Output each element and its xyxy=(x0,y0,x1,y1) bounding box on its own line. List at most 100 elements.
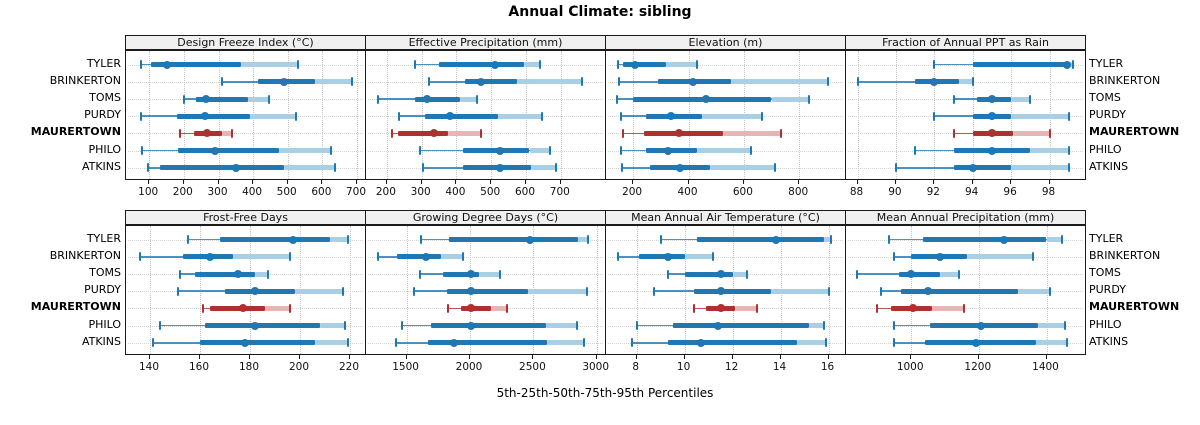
whisker-cap xyxy=(1029,94,1032,104)
percentile-band-25-75 xyxy=(195,271,255,277)
percentile-band-25-75 xyxy=(398,130,448,136)
percentile-band-75-95 xyxy=(241,62,299,68)
percentile-band-25-75 xyxy=(972,62,1069,68)
axis-tick-label: 100 xyxy=(138,186,159,198)
station-label-right-philo: PHILO xyxy=(1089,317,1122,331)
median-dot xyxy=(421,252,430,261)
whisker-cap xyxy=(289,303,291,313)
median-dot xyxy=(716,304,725,313)
median-dot xyxy=(467,287,476,296)
percentile-band-25-75 xyxy=(465,79,518,85)
median-dot xyxy=(716,270,725,278)
percentile-band-25-75 xyxy=(205,323,320,329)
whisker-cap xyxy=(1065,338,1068,348)
gridline xyxy=(200,226,201,354)
station-label-right-philo: PHILO xyxy=(1089,142,1122,156)
axis-tick-label: 140 xyxy=(138,361,160,373)
percentile-band-75-95 xyxy=(696,148,751,154)
median-dot xyxy=(241,338,249,347)
median-dot xyxy=(630,60,639,69)
axis-tick xyxy=(455,180,457,184)
row-guide xyxy=(128,133,363,135)
axis-tick-label: 200 xyxy=(622,186,643,198)
panel-mean-annual-air-temperature-c xyxy=(605,225,846,355)
percentile-band-25-75 xyxy=(684,271,733,277)
whisker-cap xyxy=(151,338,154,348)
gridline xyxy=(386,51,388,179)
station-label-left-philo: PHILO xyxy=(88,142,121,156)
station-label-left-atkins: ATKINS xyxy=(81,159,121,173)
row-guide xyxy=(848,64,1083,66)
percentile-band-75-95 xyxy=(577,237,588,243)
station-label-right-brinkerton: BRINKERTON xyxy=(1089,73,1161,87)
axis-tick-label: 700 xyxy=(345,186,367,198)
station-label-left-maurertown: MAURERTOWN xyxy=(30,300,121,314)
axis-tick xyxy=(635,355,637,359)
axis-tick-label: 200 xyxy=(375,186,396,198)
percentile-band-25-75 xyxy=(460,305,491,311)
axis-tick xyxy=(977,355,979,359)
axis-tick-label: 14 xyxy=(772,361,787,373)
whisker-cap xyxy=(179,269,181,279)
axis-tick-label: 400 xyxy=(677,186,698,198)
whisker-cap xyxy=(139,60,142,70)
median-dot xyxy=(476,77,485,86)
whisker-cap xyxy=(893,338,896,348)
gridline xyxy=(636,226,638,354)
percentile-band-75-95 xyxy=(265,305,290,311)
x-axis-caption: 5th-25th-50th-75th-95th Percentiles xyxy=(496,386,714,400)
whisker-cap xyxy=(413,286,416,296)
percentile-band-75-95 xyxy=(330,237,348,243)
percentile-band-25-75 xyxy=(924,340,1037,346)
axis-tick-label: 2000 xyxy=(455,361,483,373)
percentile-band-75-95 xyxy=(490,305,507,311)
whisker-cap xyxy=(952,128,955,138)
whisker-cap xyxy=(346,235,349,245)
axis-tick-label: 220 xyxy=(338,361,360,373)
axis-tick-label: 600 xyxy=(311,186,332,198)
percentile-band-75-95 xyxy=(1017,288,1050,294)
whisker-cap xyxy=(893,321,896,331)
percentile-band-75-95 xyxy=(440,254,463,260)
whisker-cap xyxy=(1060,235,1063,245)
panel-header-fraction-of-annual-ppt-as-rain: Fraction of Annual PPT as Rain xyxy=(845,35,1086,50)
axis-tick-label: 1000 xyxy=(896,361,924,373)
station-label-left-tyler: TYLER xyxy=(86,56,121,70)
percentile-band-25-75 xyxy=(427,340,548,346)
percentile-band-75-95 xyxy=(1036,340,1067,346)
row-guide xyxy=(608,64,843,66)
percentile-band-75-95 xyxy=(255,271,268,277)
whisker-cap xyxy=(505,303,508,313)
axis-tick-label: 600 xyxy=(514,186,536,198)
axis-tick-label: 12 xyxy=(724,361,739,373)
percentile-band-25-75 xyxy=(953,165,1012,171)
whisker-cap xyxy=(1071,60,1074,70)
station-label-left-maurertown: MAURERTOWN xyxy=(30,125,121,139)
median-dot xyxy=(162,60,171,69)
percentile-band-75-95 xyxy=(1011,165,1069,171)
row-guide xyxy=(848,274,1083,275)
axis-tick-label: 8 xyxy=(632,361,640,373)
axis-tick xyxy=(1048,180,1050,184)
whisker-cap xyxy=(952,94,955,104)
whisker-cap xyxy=(498,269,501,279)
whisker-cap xyxy=(585,286,588,296)
whisker-cap xyxy=(186,235,189,245)
whisker-cap xyxy=(659,235,662,245)
median-dot xyxy=(251,321,259,330)
median-dot xyxy=(288,235,297,244)
median-dot xyxy=(666,112,675,121)
axis-tick xyxy=(286,180,288,184)
median-dot xyxy=(280,77,289,86)
whisker-cap xyxy=(398,111,400,121)
percentile-band-25-75 xyxy=(694,288,771,294)
axis-tick xyxy=(559,180,561,184)
whisker-cap xyxy=(1048,128,1051,138)
gridline xyxy=(684,226,686,354)
percentile-band-75-95 xyxy=(940,271,959,277)
station-label-left-tyler: TYLER xyxy=(86,231,121,245)
panel-fraction-of-annual-ppt-as-rain xyxy=(845,50,1086,180)
station-label-right-atkins: ATKINS xyxy=(1089,334,1129,348)
row-guide xyxy=(848,308,1083,310)
gridline xyxy=(421,51,423,179)
